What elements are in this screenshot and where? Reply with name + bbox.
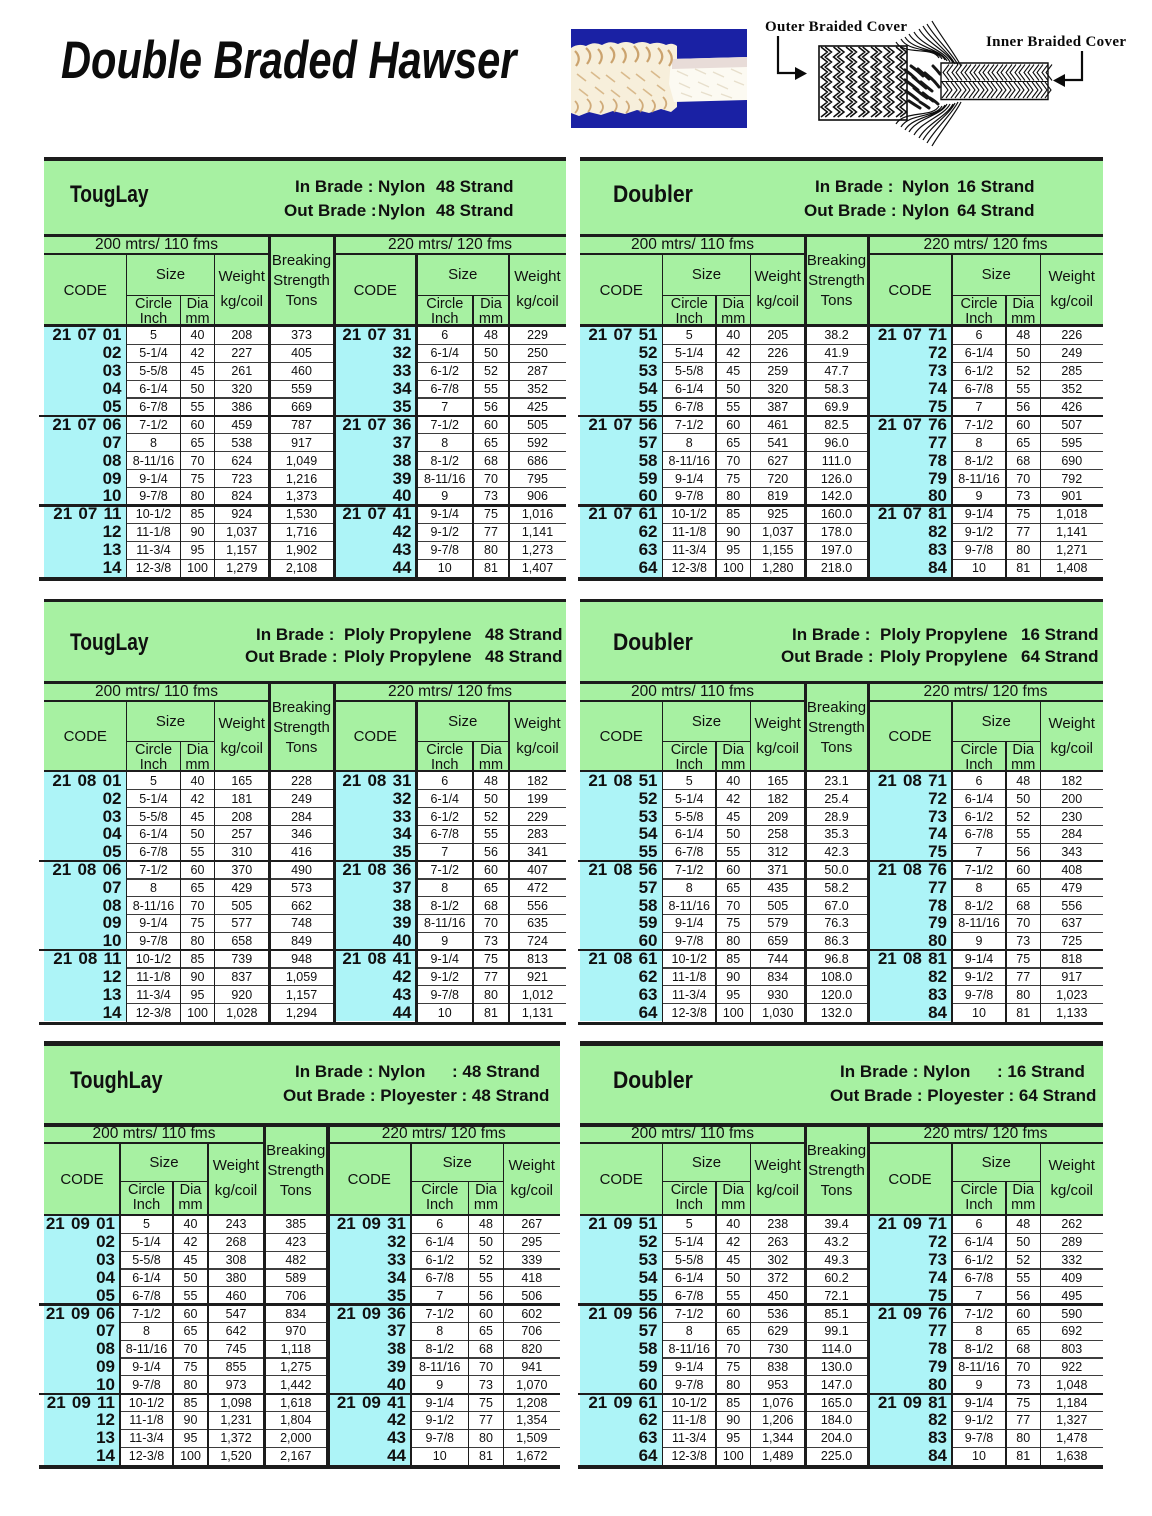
svg-text:Outer Braided Cover: Outer Braided Cover (765, 19, 907, 35)
svg-text:Inner Braided Cover: Inner Braided Cover (986, 34, 1126, 50)
